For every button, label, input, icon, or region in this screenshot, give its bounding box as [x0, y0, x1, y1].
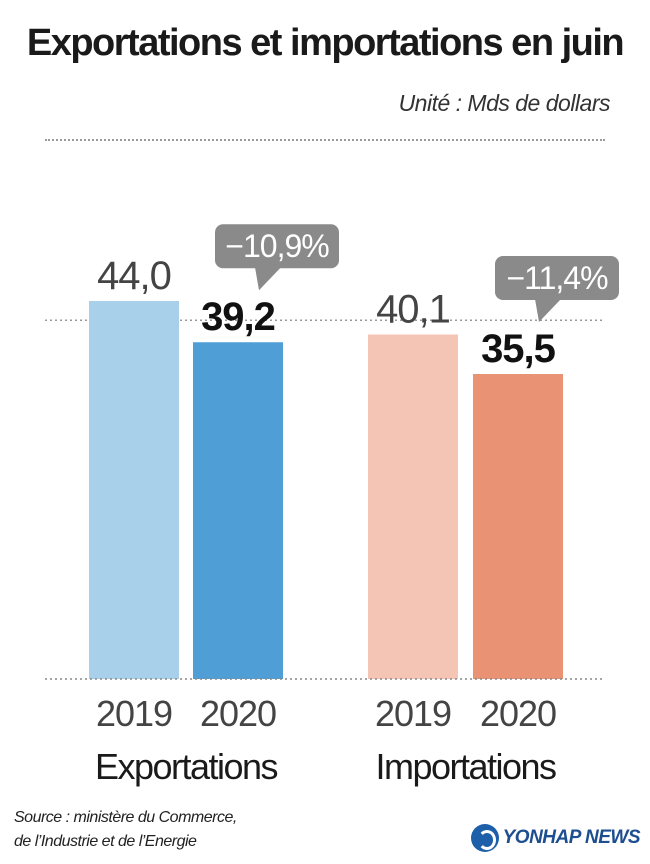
- chart-title: Exportations et importations en juin: [26, 22, 625, 64]
- change-badge-pointer-importations: [535, 299, 561, 323]
- value-label-exportations-2019: 44,0: [97, 254, 171, 298]
- year-label-exportations-2019: 2019: [96, 693, 172, 734]
- source-line-1: Source : ministère du Commerce,: [14, 809, 237, 826]
- year-label-importations-2019: 2019: [375, 693, 451, 734]
- value-label-importations-2020: 35,5: [481, 327, 556, 371]
- source-line-2: de l’Industrie et de l’Energie: [14, 833, 197, 850]
- yonhap-logo-icon: [470, 824, 499, 852]
- change-badge-exportations: [215, 224, 339, 269]
- bar-importations-2019: [368, 334, 458, 679]
- bar-exportations-2019: [89, 301, 179, 679]
- group-label-exportations: Exportations: [95, 746, 278, 787]
- change-badge-pointer-exportations: [255, 267, 281, 291]
- top-divider: [45, 139, 605, 141]
- group-label-importations: Importations: [375, 746, 556, 787]
- yonhap-logo-text: YONHAP NEWS: [502, 827, 641, 848]
- yonhap-logo: YONHAP NEWS: [470, 822, 641, 854]
- bar-exportations-2020: [193, 342, 283, 679]
- source-note: Source : ministère du Commerce, de l’Ind…: [14, 806, 237, 854]
- value-label-importations-2019: 40,1: [376, 288, 450, 332]
- change-label-importations: −11,4%: [506, 260, 608, 296]
- year-label-exportations-2020: 2020: [200, 693, 276, 734]
- change-badge-importations: [495, 256, 619, 301]
- year-label-importations-2020: 2020: [480, 693, 556, 734]
- bar-importations-2020: [473, 374, 563, 679]
- unit-label: Unité : Mds de dollars: [398, 90, 611, 116]
- change-label-exportations: −10,9%: [225, 228, 329, 264]
- value-label-exportations-2020: 39,2: [201, 295, 275, 339]
